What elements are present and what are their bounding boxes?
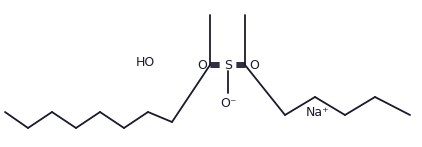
Text: S: S (224, 59, 232, 71)
Text: O: O (249, 59, 259, 71)
Text: O: O (197, 59, 207, 71)
Text: Na⁺: Na⁺ (306, 106, 330, 118)
Text: HO: HO (136, 56, 155, 69)
Text: O⁻: O⁻ (220, 97, 236, 110)
